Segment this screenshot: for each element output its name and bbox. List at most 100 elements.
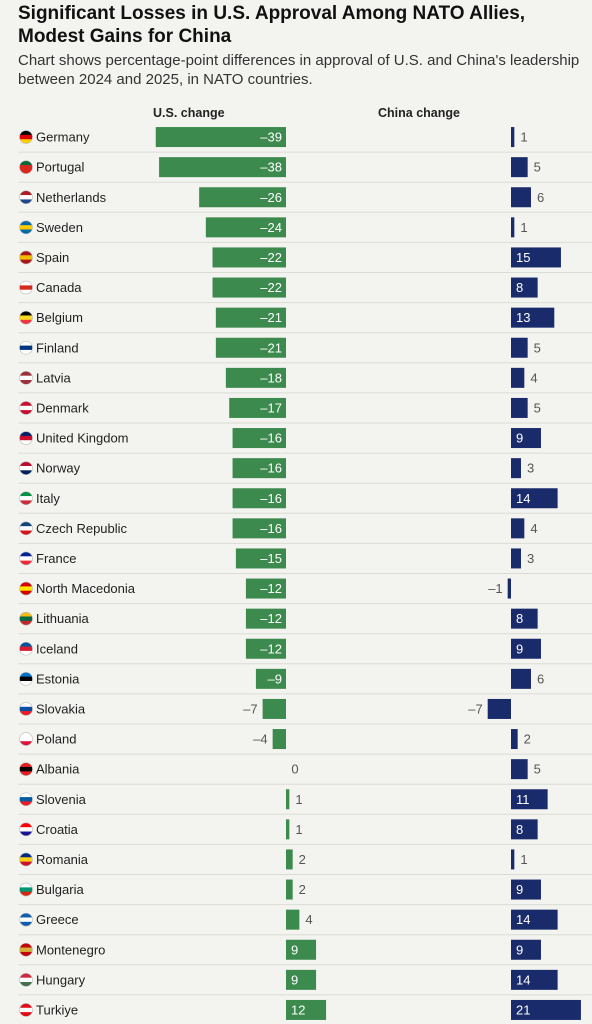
china-value-label: 11: [516, 792, 530, 807]
flag-outline: [19, 973, 33, 987]
us-bar: [286, 909, 300, 930]
us-bar: [272, 729, 286, 750]
flag-icon: [19, 642, 33, 656]
us-value-label: 0: [291, 762, 298, 777]
china-bar: [507, 578, 511, 599]
flag-outline: [19, 521, 33, 536]
china-value-label: 15: [516, 250, 530, 265]
china-value-label: 4: [530, 521, 537, 536]
flag-icon: [19, 341, 33, 355]
china-bar: [511, 488, 558, 509]
country-label: Sweden: [36, 220, 83, 235]
us-value-label: –39: [260, 130, 282, 145]
us-bar: [245, 608, 286, 629]
country-label: Croatia: [36, 822, 79, 837]
us-bar: [235, 548, 286, 569]
flag-icon: [19, 1003, 33, 1017]
flag-outline: [19, 340, 33, 355]
china-value-label: 21: [516, 1002, 530, 1017]
country-label: Czech Republic: [36, 521, 128, 536]
us-bar: [286, 879, 293, 900]
flag-icon: [19, 190, 33, 204]
china-value-label: 14: [516, 912, 530, 927]
china-value-label: 8: [516, 280, 523, 295]
flag-icon: [19, 220, 33, 234]
country-label: Montenegro: [36, 942, 105, 957]
us-bar: [215, 337, 286, 358]
country-label: Germany: [36, 130, 90, 145]
flag-icon: [19, 582, 33, 596]
flag-icon: [19, 311, 33, 325]
us-value-label: –16: [260, 521, 282, 536]
china-bar: [511, 247, 561, 268]
flag-icon: [19, 160, 33, 174]
china-bar: [511, 668, 531, 689]
flag-outline: [19, 732, 33, 746]
flag-icon: [19, 431, 33, 445]
flag-outline: [19, 551, 33, 566]
flag-icon: [19, 852, 33, 866]
china-bar: [511, 217, 515, 238]
china-bar: [511, 518, 525, 539]
flag-outline: [19, 822, 33, 837]
us-value-label: –21: [260, 340, 282, 355]
us-column-header: U.S. change: [153, 106, 225, 120]
china-bar: [511, 909, 558, 930]
china-bar: [511, 969, 558, 990]
china-value-label: 1: [520, 852, 527, 867]
china-value-label: 9: [516, 882, 523, 897]
china-value-label: –1: [488, 581, 502, 596]
us-bar: [212, 247, 286, 268]
flag-outline: [19, 461, 33, 475]
flag-outline: [19, 792, 33, 807]
us-value-label: –22: [260, 250, 282, 265]
country-label: Hungary: [36, 972, 86, 987]
country-label: United Kingdom: [36, 431, 129, 446]
china-bar: [511, 729, 518, 750]
country-label: Canada: [36, 280, 82, 295]
china-value-label: 4: [530, 370, 537, 385]
china-bar: [511, 367, 525, 388]
flag-icon: [19, 130, 33, 144]
country-label: Netherlands: [36, 190, 107, 205]
china-bar: [511, 127, 515, 148]
country-label: North Macedonia: [36, 581, 136, 596]
china-bar: [511, 879, 541, 900]
country-label: Finland: [36, 340, 79, 355]
china-value-label: 6: [537, 190, 544, 205]
us-value-label: –7: [243, 701, 257, 716]
country-label: Slovakia: [36, 701, 86, 716]
country-label: Slovenia: [36, 792, 87, 807]
us-value-label: –24: [260, 220, 282, 235]
flag-icon: [19, 521, 33, 535]
flag-icon: [19, 672, 33, 686]
us-value-label: –38: [260, 160, 282, 175]
us-bar: [225, 367, 286, 388]
country-label: France: [36, 551, 76, 566]
country-label: Norway: [36, 461, 81, 476]
china-bar: [511, 939, 541, 960]
china-bar: [511, 999, 581, 1020]
flag-outline: [19, 190, 33, 205]
china-bar: [511, 157, 528, 178]
china-value-label: 6: [537, 671, 544, 686]
us-value-label: 12: [291, 1002, 305, 1017]
us-bar: [215, 307, 286, 328]
flag-outline: [19, 762, 33, 776]
china-bar: [511, 819, 538, 840]
flag-outline: [19, 581, 33, 596]
china-bar: [511, 277, 538, 298]
country-label: Albania: [36, 762, 80, 777]
china-bar: [511, 608, 538, 629]
china-value-label: 5: [534, 400, 541, 415]
country-label: Poland: [36, 732, 76, 747]
flag-outline: [19, 912, 33, 927]
china-value-label: 8: [516, 611, 523, 626]
china-bar: [511, 849, 515, 870]
flag-outline: [19, 371, 33, 385]
us-value-label: –17: [260, 400, 282, 415]
china-value-label: 14: [516, 972, 530, 987]
us-bar: [232, 518, 286, 539]
flag-icon: [19, 461, 33, 475]
